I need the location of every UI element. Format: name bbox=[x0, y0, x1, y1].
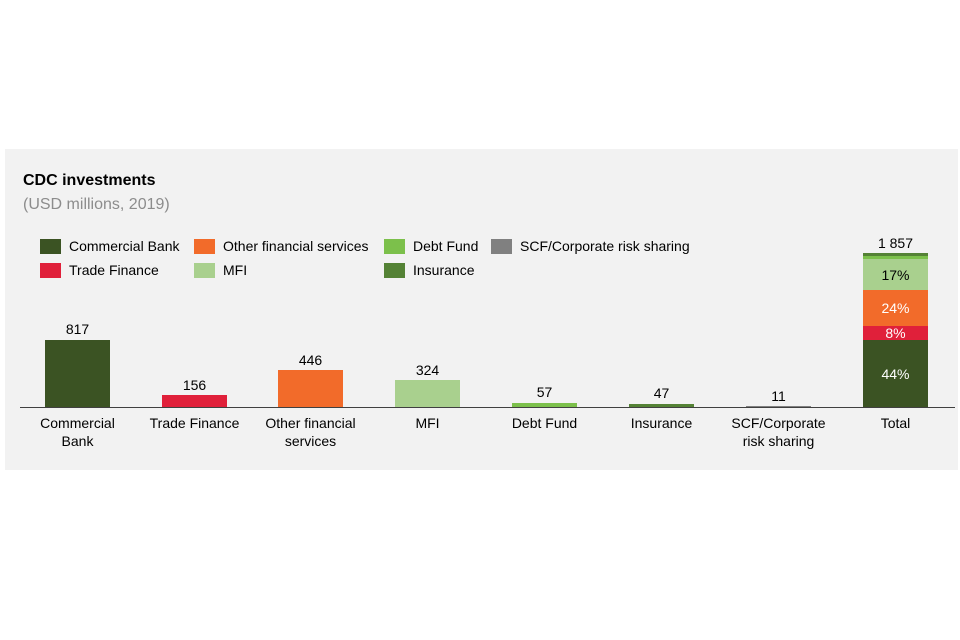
legend-swatch-commercial-bank bbox=[40, 238, 61, 254]
x-axis-line bbox=[20, 407, 955, 408]
pct-label-commercial-bank: 44% bbox=[881, 365, 910, 382]
category-label-scf: SCF/Corporate risk sharing bbox=[720, 414, 837, 450]
legend-label: SCF/Corporate risk sharing bbox=[520, 238, 690, 254]
category-label-insurance: Insurance bbox=[603, 414, 720, 432]
category-label-line: SCF/Corporate bbox=[731, 415, 826, 431]
category-label-total: Total bbox=[837, 414, 954, 432]
category-label-line: services bbox=[284, 433, 337, 449]
category-label-line: Debt Fund bbox=[511, 415, 578, 431]
category-label-line: MFI bbox=[415, 415, 440, 431]
bar-insurance bbox=[629, 404, 694, 407]
bar-value-trade-finance: 156 bbox=[182, 377, 207, 393]
legend-label: Other financial services bbox=[223, 238, 369, 254]
category-label-debt-fund: Debt Fund bbox=[486, 414, 603, 432]
bar-value-total: 1 857 bbox=[877, 235, 914, 251]
chart-title: CDC investments bbox=[23, 172, 156, 189]
bar-mfi bbox=[395, 380, 460, 407]
pct-label-other-financial-services: 24% bbox=[881, 300, 910, 316]
bar-trade-finance bbox=[162, 395, 227, 407]
category-label-line: Commercial bbox=[40, 415, 115, 431]
chart-subtitle: (USD millions, 2019) bbox=[23, 196, 170, 213]
bar-debt-fund bbox=[512, 403, 577, 407]
category-label-line: Insurance bbox=[630, 415, 693, 431]
total-segment-other-financial-services: 24% bbox=[863, 290, 928, 326]
legend-item-trade-finance: Trade Finance bbox=[40, 262, 159, 278]
legend-item-other-financial-services: Other financial services bbox=[194, 238, 369, 254]
bar-value-mfi: 324 bbox=[415, 362, 440, 378]
bar-value-commercial-bank: 817 bbox=[65, 321, 90, 337]
legend-swatch-scf bbox=[491, 238, 512, 254]
legend-label: Trade Finance bbox=[69, 262, 159, 278]
legend-item-insurance: Insurance bbox=[384, 262, 474, 278]
legend-label: MFI bbox=[223, 262, 248, 278]
bar-value-insurance: 47 bbox=[653, 385, 670, 401]
legend-label: Insurance bbox=[413, 262, 475, 278]
legend-item-debt-fund: Debt Fund bbox=[384, 238, 478, 254]
legend-swatch-other-financial-services bbox=[194, 238, 215, 254]
bar-value-other-financial-services: 446 bbox=[298, 352, 323, 368]
bar-value-scf: 11 bbox=[771, 388, 786, 404]
total-segment-insurance bbox=[863, 253, 928, 256]
total-segment-debt-fund bbox=[863, 256, 928, 259]
category-label-mfi: MFI bbox=[369, 414, 486, 432]
legend-swatch-mfi bbox=[194, 262, 215, 278]
bar-scf bbox=[746, 406, 811, 407]
legend-item-mfi: MFI bbox=[194, 262, 247, 278]
legend-swatch-insurance bbox=[384, 262, 405, 278]
total-segment-mfi: 17% bbox=[863, 259, 928, 290]
legend-label: Debt Fund bbox=[413, 238, 479, 254]
category-label-line: Other financial bbox=[265, 415, 356, 431]
category-label-trade-finance: Trade Finance bbox=[136, 414, 253, 432]
legend-swatch-trade-finance bbox=[40, 262, 61, 278]
category-label-commercial-bank: Commercial Bank bbox=[19, 414, 136, 450]
total-segment-trade-finance: 8% bbox=[863, 325, 928, 341]
legend-item-scf: SCF/Corporate risk sharing bbox=[491, 238, 690, 254]
bar-value-debt-fund: 57 bbox=[536, 384, 553, 400]
pct-label-mfi: 17% bbox=[881, 266, 910, 283]
chart-panel bbox=[5, 149, 958, 470]
category-label-other-financial-services: Other financial services bbox=[252, 414, 369, 450]
category-label-line: risk sharing bbox=[742, 433, 815, 449]
category-label-line: Bank bbox=[61, 433, 94, 449]
pct-label-trade-finance: 8% bbox=[885, 325, 906, 341]
legend-label: Commercial Bank bbox=[69, 238, 180, 254]
category-label-line: Trade Finance bbox=[149, 415, 240, 431]
bar-total-stacked: 17% 24% 8% 44% bbox=[863, 253, 928, 407]
bar-commercial-bank bbox=[45, 340, 110, 407]
legend-swatch-debt-fund bbox=[384, 238, 405, 254]
bar-other-financial-services bbox=[278, 370, 343, 407]
total-segment-commercial-bank: 44% bbox=[863, 340, 928, 407]
category-label-line: Total bbox=[880, 415, 911, 431]
legend-item-commercial-bank: Commercial Bank bbox=[40, 238, 179, 254]
